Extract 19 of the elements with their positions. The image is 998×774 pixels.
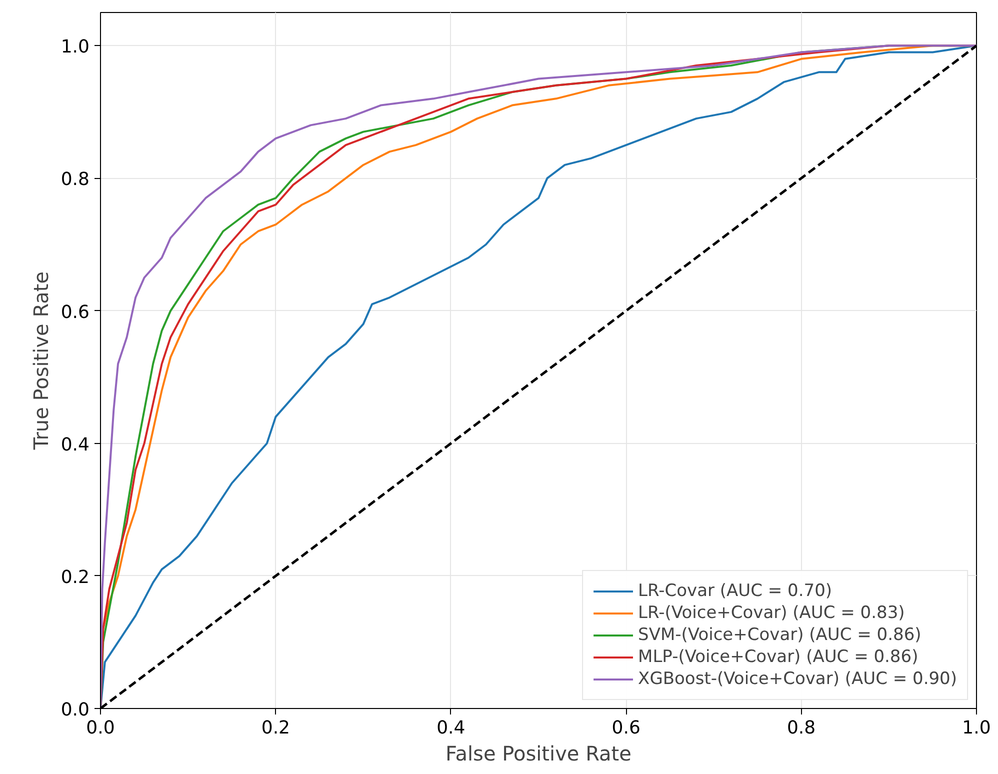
y-tick-label: 0.4	[60, 434, 90, 456]
x-tick-label: 0.8	[786, 718, 816, 738]
legend-label: SVM-(Voice+Covar) (AUC = 0.86)	[638, 625, 922, 645]
x-tick-label: 0.6	[612, 718, 640, 738]
x-tick-label: 1.0	[962, 718, 991, 738]
y-tick-label: 1.0	[60, 36, 90, 58]
legend-label: XGBoost-(Voice+Covar) (AUC = 0.90)	[638, 669, 957, 689]
y-tick-label: 0.0	[60, 700, 90, 720]
legend-label: MLP-(Voice+Covar) (AUC = 0.86)	[638, 647, 918, 667]
x-tick-label: 0.4	[436, 718, 466, 738]
x-tick-label: 0.0	[86, 718, 115, 738]
y-tick-label: 0.6	[60, 302, 90, 323]
y-axis-title: True Positive Rate	[28, 271, 53, 451]
y-tick-label: 0.8	[60, 169, 90, 190]
y-tick-label: 0.2	[60, 566, 90, 588]
x-tick-label: 0.2	[261, 718, 290, 738]
legend-label: LR-(Voice+Covar) (AUC = 0.83)	[638, 603, 905, 623]
legend-label: LR-Covar (AUC = 0.70)	[638, 581, 832, 601]
x-axis-title: False Positive Rate	[446, 742, 632, 766]
